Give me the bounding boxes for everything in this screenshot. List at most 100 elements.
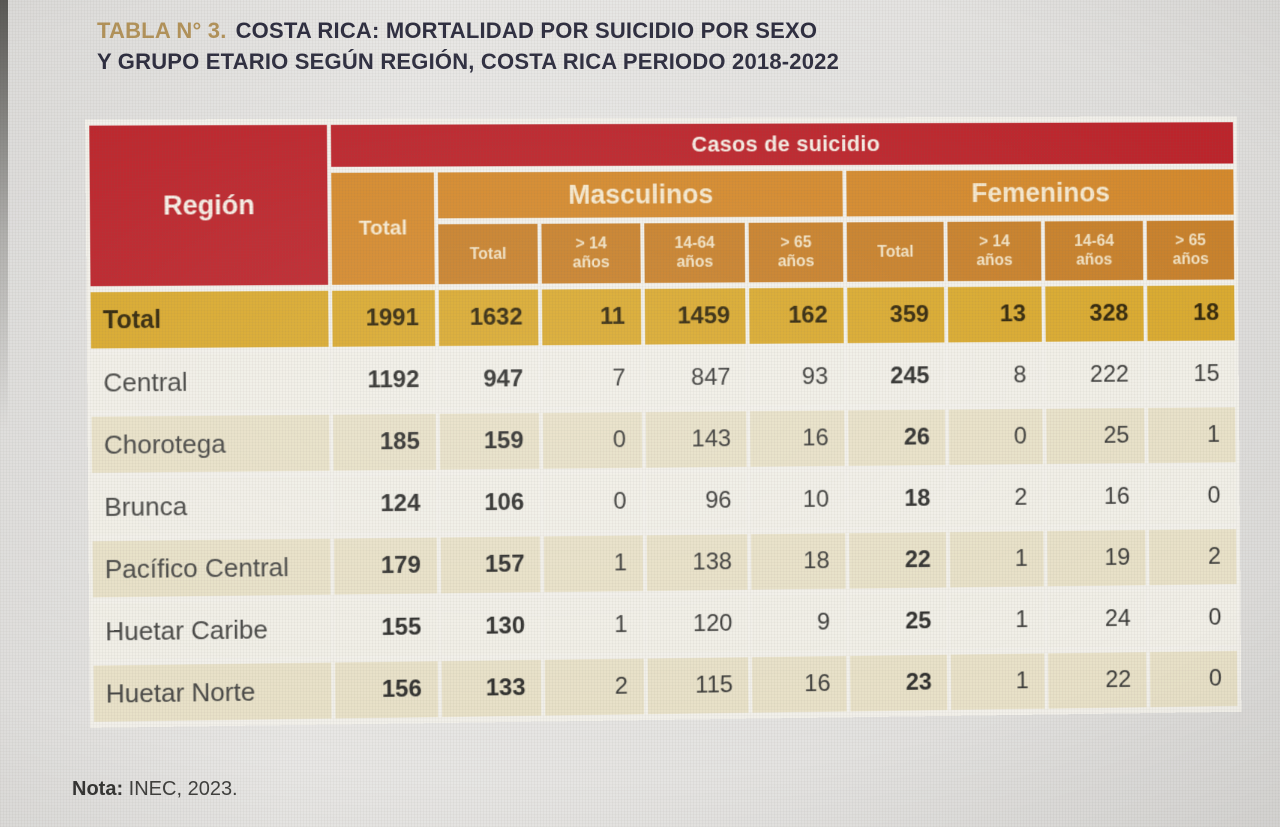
table-row: Huetar Norte 156 133 2 115 16 23 1 22 0 bbox=[93, 650, 1238, 722]
value-cell: 328 bbox=[1045, 285, 1145, 342]
value-cell: 0 bbox=[1148, 468, 1237, 525]
header-total-column: Total bbox=[331, 172, 435, 285]
value-cell: 23 bbox=[849, 654, 948, 712]
value-cell: 847 bbox=[645, 349, 747, 407]
value-cell: 10 bbox=[750, 471, 845, 529]
value-cell: 185 bbox=[333, 413, 436, 471]
photo-edge-shadow bbox=[0, 0, 8, 430]
value-cell: 155 bbox=[334, 599, 438, 657]
value-cell: 124 bbox=[333, 475, 437, 533]
value-cell: 245 bbox=[847, 348, 946, 405]
value-cell: 13 bbox=[948, 286, 1042, 343]
value-cell: 19 bbox=[1047, 530, 1146, 587]
title-line-2: Y GRUPO ETARIO SEGÚN REGIÓN, COSTA RICA … bbox=[97, 49, 840, 74]
region-cell: Total bbox=[90, 290, 329, 349]
value-cell: 359 bbox=[847, 287, 945, 344]
value-cell: 947 bbox=[438, 351, 540, 408]
data-table: Región Casos de suicidio Total Masculino… bbox=[85, 116, 1242, 728]
value-cell: 2 bbox=[545, 658, 644, 716]
region-cell: Huetar Caribe bbox=[93, 600, 332, 660]
header-femeninos: Femeninos bbox=[846, 169, 1234, 217]
region-cell: Pacífico Central bbox=[92, 538, 331, 598]
header-masc-under14: > 14 años bbox=[541, 223, 641, 284]
value-cell: 120 bbox=[646, 595, 749, 653]
value-cell: 9 bbox=[751, 594, 846, 652]
title-text-1: COSTA RICA: MORTALIDAD POR SUICIDIO POR … bbox=[235, 18, 818, 43]
value-cell: 25 bbox=[1046, 407, 1145, 465]
value-cell: 1 bbox=[951, 653, 1045, 710]
note-value: INEC, 2023. bbox=[128, 778, 238, 800]
value-cell: 22 bbox=[1047, 652, 1147, 709]
value-cell: 0 bbox=[543, 473, 643, 531]
value-cell: 1459 bbox=[644, 288, 746, 345]
mortality-table: Región Casos de suicidio Total Masculino… bbox=[85, 116, 1242, 728]
value-cell: 1192 bbox=[332, 352, 436, 409]
value-cell: 1 bbox=[950, 592, 1045, 649]
value-cell: 1991 bbox=[332, 290, 435, 347]
value-cell: 2 bbox=[1149, 529, 1237, 586]
header-fem-14-64: 14-64 años bbox=[1044, 220, 1144, 281]
header-masc-total: Total bbox=[437, 223, 539, 285]
value-cell: 1 bbox=[950, 531, 1044, 588]
value-cell: 24 bbox=[1047, 591, 1147, 648]
value-cell: 1632 bbox=[438, 289, 539, 347]
value-cell: 2 bbox=[949, 469, 1044, 527]
header-row-group: Región Casos de suicidio bbox=[89, 122, 1234, 287]
value-cell: 15 bbox=[1147, 346, 1236, 403]
region-cell: Chorotega bbox=[91, 414, 330, 473]
value-cell: 16 bbox=[1046, 469, 1146, 526]
value-cell: 130 bbox=[440, 598, 542, 656]
value-cell: 8 bbox=[948, 347, 1043, 404]
value-cell: 1 bbox=[544, 535, 643, 593]
value-cell: 1 bbox=[1148, 407, 1236, 464]
region-cell: Central bbox=[91, 352, 330, 411]
value-cell: 157 bbox=[440, 536, 541, 594]
table-number: TABLA N° 3. bbox=[97, 18, 227, 43]
value-cell: 106 bbox=[439, 474, 541, 532]
value-cell: 96 bbox=[645, 472, 748, 530]
table-row: Central 1192 947 7 847 93 245 8 222 15 bbox=[91, 346, 1236, 411]
value-cell: 143 bbox=[645, 411, 747, 468]
value-cell: 22 bbox=[848, 532, 947, 589]
value-cell: 1 bbox=[544, 596, 644, 654]
header-fem-total: Total bbox=[846, 221, 945, 282]
region-cell: Huetar Norte bbox=[93, 662, 332, 722]
value-cell: 11 bbox=[542, 288, 642, 346]
value-cell: 16 bbox=[752, 655, 847, 713]
table-row: Pacífico Central 179 157 1 138 18 22 1 19 2 bbox=[92, 529, 1237, 598]
value-cell: 18 bbox=[1147, 285, 1235, 342]
header-casos-de-suicidio: Casos de suicidio bbox=[331, 122, 1234, 167]
table-row: Huetar Caribe 155 130 1 120 9 25 1 24 0 bbox=[93, 590, 1237, 660]
value-cell: 0 bbox=[1149, 590, 1237, 647]
table-row-total: Total 1991 1632 11 1459 162 359 13 328 18 bbox=[90, 285, 1235, 349]
value-cell: 16 bbox=[750, 410, 845, 467]
value-cell: 18 bbox=[848, 470, 947, 528]
value-cell: 115 bbox=[647, 657, 749, 715]
value-cell: 159 bbox=[439, 413, 540, 470]
table-row: Chorotega 185 159 0 143 16 26 0 25 1 bbox=[91, 407, 1236, 473]
value-cell: 138 bbox=[646, 534, 748, 591]
header-fem-under14: > 14 años bbox=[947, 221, 1042, 282]
table-row: Brunca 124 106 0 96 10 18 2 16 0 bbox=[92, 468, 1237, 536]
header-masculinos: Masculinos bbox=[437, 170, 843, 219]
source-note: Nota: INEC, 2023. bbox=[72, 778, 238, 801]
header-region: Región bbox=[89, 124, 329, 287]
value-cell: 25 bbox=[849, 593, 948, 650]
value-cell: 162 bbox=[749, 287, 844, 344]
value-cell: 18 bbox=[751, 533, 846, 590]
note-label: Nota: bbox=[72, 778, 124, 800]
value-cell: 0 bbox=[949, 408, 1043, 465]
value-cell: 0 bbox=[543, 412, 642, 469]
value-cell: 7 bbox=[542, 350, 642, 407]
header-fem-over65: > 65 años bbox=[1146, 220, 1235, 280]
header-masc-over65: > 65 años bbox=[748, 222, 844, 283]
header-masc-14-64: 14-64 años bbox=[644, 222, 746, 283]
value-cell: 93 bbox=[749, 349, 845, 406]
value-cell: 0 bbox=[1150, 650, 1238, 708]
page-title: TABLA N° 3. COSTA RICA: MORTALIDAD POR SU… bbox=[97, 15, 839, 77]
value-cell: 179 bbox=[334, 537, 437, 595]
value-cell: 133 bbox=[441, 659, 542, 718]
region-cell: Brunca bbox=[92, 476, 331, 536]
value-cell: 26 bbox=[848, 409, 946, 466]
value-cell: 222 bbox=[1045, 346, 1145, 403]
